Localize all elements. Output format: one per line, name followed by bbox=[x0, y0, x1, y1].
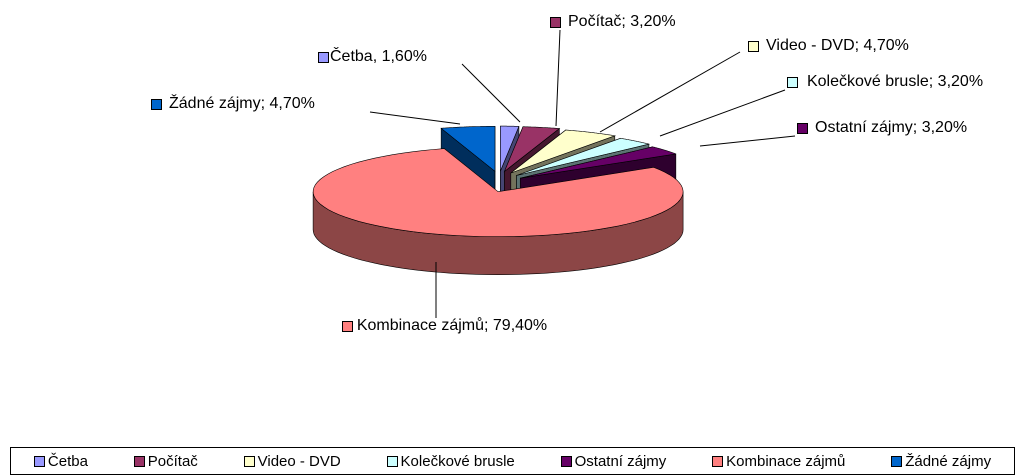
legend-swatch bbox=[891, 455, 903, 467]
data-label: Počítač; 3,20% bbox=[568, 13, 676, 30]
legend-item: Počítač bbox=[133, 452, 198, 470]
data-label: Ostatní zájmy; 3,20% bbox=[815, 119, 968, 136]
label-swatch bbox=[748, 41, 759, 52]
slice bbox=[520, 146, 676, 179]
label-swatch bbox=[342, 321, 353, 332]
slice bbox=[440, 126, 496, 172]
leader-line bbox=[659, 89, 786, 137]
legend-label: Ostatní zájmy bbox=[574, 452, 667, 470]
legend-swatch bbox=[33, 455, 45, 467]
leader-line bbox=[599, 51, 741, 133]
data-label: Video - DVD; 4,70% bbox=[766, 37, 909, 54]
legend-label: Žádné zájmy bbox=[905, 452, 992, 470]
data-label: Četba, 1,60% bbox=[330, 48, 427, 65]
legend-item: Kombinace zájmů bbox=[712, 453, 845, 470]
legend-swatch bbox=[243, 455, 255, 467]
pie-plot bbox=[312, 29, 796, 318]
leader-line bbox=[555, 29, 561, 127]
label-swatch bbox=[318, 52, 329, 63]
legend-item: Žádné zájmy bbox=[891, 453, 991, 470]
legend-label: Počítač bbox=[147, 452, 198, 470]
slice bbox=[503, 126, 561, 173]
legend-swatch bbox=[133, 455, 145, 467]
legend-label: Video - DVD bbox=[257, 452, 341, 470]
label-swatch bbox=[151, 99, 162, 110]
data-label: Kombinace zájmů; 79,40% bbox=[356, 317, 548, 334]
leader-line bbox=[369, 111, 461, 125]
legend-item: Video - DVD bbox=[243, 452, 341, 470]
legend-swatch bbox=[560, 455, 572, 467]
legend-label: Četba bbox=[47, 452, 88, 470]
label-swatch bbox=[797, 123, 808, 134]
legend-swatch bbox=[712, 455, 724, 467]
data-label: Kolečkové brusle; 3,20% bbox=[806, 73, 984, 90]
legend: Četba Počítač Video - DVD Kolečkové brusle O… bbox=[10, 447, 1015, 475]
slice bbox=[500, 125, 520, 172]
legend-label: Kolečkové brusle bbox=[400, 452, 515, 470]
label-swatch bbox=[550, 17, 561, 28]
leader-line bbox=[699, 135, 796, 147]
legend-item: Ostatní zájmy bbox=[560, 452, 667, 470]
legend-item: Četba bbox=[33, 452, 88, 470]
slice bbox=[510, 129, 616, 174]
label-swatch bbox=[787, 77, 798, 88]
slice bbox=[516, 137, 650, 176]
legend-item: Kolečkové brusle bbox=[386, 452, 515, 470]
legend-label: Kombinace zájmů bbox=[726, 452, 846, 470]
leader-line bbox=[461, 63, 521, 123]
data-label: Žádné zájmy; 4,70% bbox=[169, 95, 315, 112]
slice bbox=[312, 148, 684, 237]
legend-swatch bbox=[386, 455, 398, 467]
